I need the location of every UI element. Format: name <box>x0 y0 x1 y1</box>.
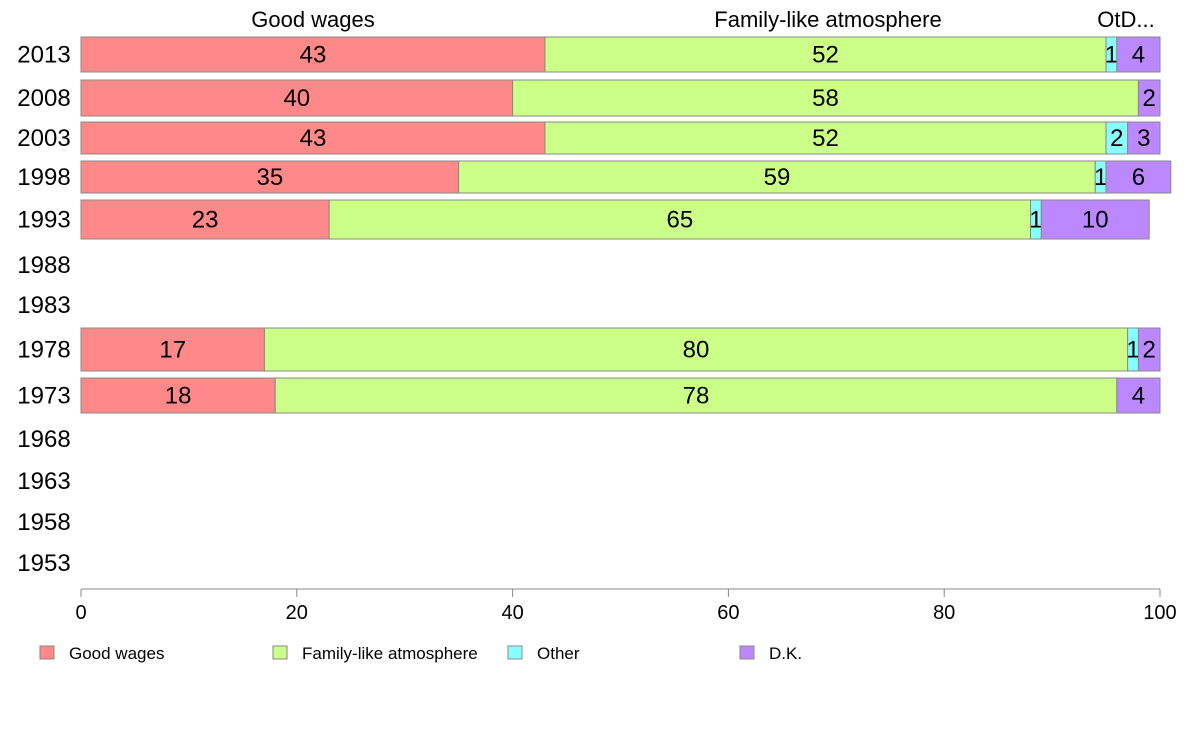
x-tick-label-60: 60 <box>717 602 739 624</box>
bar-value-label: 18 <box>165 383 192 410</box>
bar-value-label: 52 <box>812 42 839 69</box>
legend: Good wages Family-like atmosphere Other D.K… <box>39 644 802 663</box>
bar-segment-1993-d-k- <box>1040 199 1150 240</box>
bar-value-label: 10 <box>1082 207 1109 234</box>
legend-item-good-wages: Good wages <box>39 644 164 663</box>
legend-label: Other <box>537 644 580 663</box>
legend-item-family-like-atmosphere: Family-like atmosphere <box>272 644 478 663</box>
bar-value-label: 52 <box>812 125 839 152</box>
bar-segment-1978-d-k- <box>1137 327 1161 372</box>
bar-segment-1978-good-wages <box>80 327 265 372</box>
bar-segment-2008-d-k- <box>1137 79 1161 117</box>
year-label-1983: 1983 <box>17 292 70 319</box>
bar-segment-1993-good-wages <box>80 199 330 240</box>
year-labels: 2013 2008 2003 1998 1993 1988 1983 1978 1973 1968… <box>17 42 70 578</box>
year-label-1998: 1998 <box>17 164 70 191</box>
legend-label: Family-like atmosphere <box>302 644 478 663</box>
bar-segment-1998-family-like-atmosphere <box>458 160 1096 194</box>
bar-value-label: 1 <box>1105 42 1118 69</box>
top-label-other-dk: OtD... <box>1097 7 1154 32</box>
bar-value-label: 2 <box>1110 125 1123 152</box>
x-tick-label-40: 40 <box>501 602 523 624</box>
legend-swatch <box>39 645 55 660</box>
bar-value-label: 80 <box>683 337 710 364</box>
legend-swatch <box>272 645 288 660</box>
bar-value-label: 43 <box>300 42 327 69</box>
bar-value-label: 23 <box>192 207 219 234</box>
year-label-2013: 2013 <box>17 42 70 69</box>
bar-segment-2013-d-k- <box>1116 36 1161 73</box>
bar-value-label: 2 <box>1143 337 1156 364</box>
year-label-1968: 1968 <box>17 426 70 453</box>
bar-segment-2013-good-wages <box>80 36 546 73</box>
bar-segment-2013-family-like-atmosphere <box>544 36 1107 73</box>
x-tick-label-20: 20 <box>286 602 308 624</box>
bar-value-label: 59 <box>764 164 791 191</box>
bar-value-label: 1 <box>1094 164 1107 191</box>
x-tick-label-0: 0 <box>75 602 86 624</box>
year-label-1993: 1993 <box>17 207 70 234</box>
bar-value-label: 1 <box>1029 207 1042 234</box>
bar-segment-2008-family-like-atmosphere <box>512 79 1139 117</box>
legend-label: Good wages <box>69 644 164 663</box>
bar-value-label: 17 <box>159 337 186 364</box>
year-label-1958: 1958 <box>17 509 70 536</box>
bar-segment-2003-family-like-atmosphere <box>544 121 1107 155</box>
legend-swatch <box>739 645 755 660</box>
bar-value-label: 78 <box>683 383 710 410</box>
year-label-1963: 1963 <box>17 468 70 495</box>
bar-value-label: 3 <box>1137 125 1150 152</box>
bar-value-label: 6 <box>1132 164 1145 191</box>
bar-value-label: 2 <box>1143 85 1156 112</box>
bar-value-label: 4 <box>1132 383 1145 410</box>
top-label-good-wages: Good wages <box>251 7 375 32</box>
bar-value-label: 4 <box>1132 42 1145 69</box>
bar-value-label: 43 <box>300 125 327 152</box>
bar-value-label: 1 <box>1126 337 1139 364</box>
bar-value-label: 35 <box>256 164 283 191</box>
bar-segment-1973-d-k- <box>1116 377 1161 414</box>
year-label-2008: 2008 <box>17 85 70 112</box>
x-tick-label-100: 100 <box>1143 602 1176 624</box>
bar-segment-1973-good-wages <box>80 377 276 414</box>
bar-segment-1978-family-like-atmosphere <box>263 327 1129 372</box>
bar-value-label: 40 <box>283 85 310 112</box>
legend-item-d-k-: D.K. <box>739 644 802 663</box>
bar-segment-1998-d-k- <box>1105 160 1172 194</box>
bar-value-label: 65 <box>666 207 693 234</box>
year-label-1978: 1978 <box>17 337 70 364</box>
x-axis: 0 20 40 60 80 100 <box>75 588 1177 624</box>
bar-segment-1973-family-like-atmosphere <box>274 377 1118 414</box>
year-label-2003: 2003 <box>17 125 70 152</box>
top-labels: Good wages Family-like atmosphere OtD... <box>251 7 1154 32</box>
top-label-family-like-atmosphere: Family-like atmosphere <box>714 7 941 32</box>
year-label-1953: 1953 <box>17 550 70 577</box>
bar-value-label: 58 <box>812 85 839 112</box>
year-label-1973: 1973 <box>17 383 70 410</box>
legend-label: D.K. <box>769 644 802 663</box>
legend-item-other: Other <box>507 644 580 663</box>
year-label-1988: 1988 <box>17 252 70 279</box>
bar-segment-2003-d-k- <box>1127 121 1161 155</box>
x-tick-label-80: 80 <box>933 602 955 624</box>
bar-segment-2003-good-wages <box>80 121 546 155</box>
legend-swatch <box>507 645 523 660</box>
